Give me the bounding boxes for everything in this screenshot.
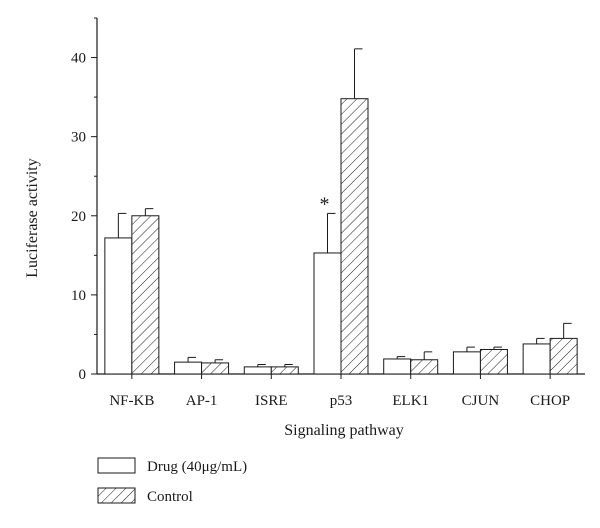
significance-marker: * [320,193,330,215]
legend: Drug (40μg/mL) Control [97,457,247,505]
legend-swatch-control [97,487,136,504]
bar-control-p53 [340,98,369,375]
bar-drug-NF-KB [104,237,133,375]
bar-drug-CHOP [522,343,551,375]
y-tick-label-20: 20 [71,209,86,225]
bar-control-CJUN [479,348,508,375]
bar-control-AP-1 [201,362,230,375]
x-tick-label-CHOP: CHOP [530,393,570,409]
x-tick-label-ISRE: ISRE [255,393,288,409]
y-tick-label-40: 40 [71,51,86,67]
plot-area: 0 10 20 30 40 NF-KB AP-1 ISRE p53 ELK1 CJUN CHOP * [71,17,585,409]
x-axis-title: Signaling pathway [284,422,404,439]
bar-control-CHOP [549,337,578,375]
bar-control-ELK1 [410,359,439,375]
y-tick-label-0: 0 [79,367,87,383]
x-tick-label-p53: p53 [330,393,353,409]
x-tick-label-CJUN: CJUN [462,393,500,409]
x-tick-label-AP-1: AP-1 [186,393,218,409]
legend-label-control: Control [147,489,193,505]
bar-control-NF-KB [131,215,160,375]
legend-swatch-drug [97,457,136,474]
x-tick-label-ELK1: ELK1 [392,393,429,409]
bar-drug-AP-1 [174,361,203,375]
y-tick-label-10: 10 [71,288,86,304]
bar-drug-CJUN [452,351,481,375]
x-tick-label-NF-KB: NF-KB [109,393,154,409]
bar-drug-ELK1 [383,358,412,375]
legend-label-drug: Drug (40μg/mL) [147,459,247,475]
bar-drug-ISRE [243,366,272,375]
bar-drug-p53 [313,252,342,375]
y-tick-label-30: 30 [71,130,86,146]
bar-control-ISRE [270,366,299,375]
y-axis-title: Luciferase activity [24,158,41,278]
